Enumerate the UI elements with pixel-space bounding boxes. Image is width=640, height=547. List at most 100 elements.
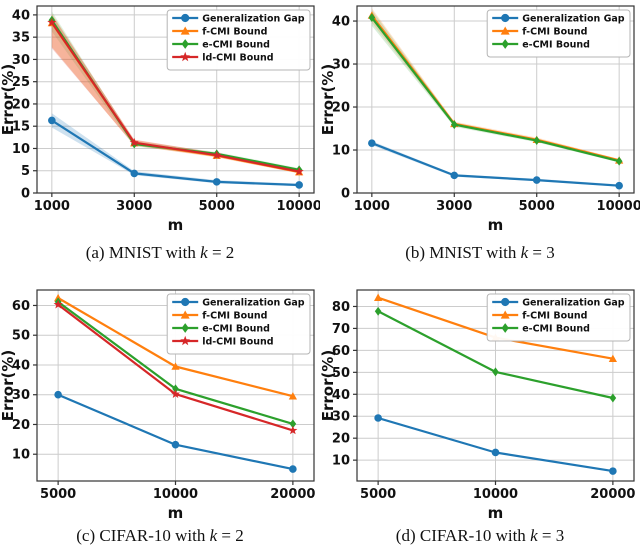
y-tick-label: 10 <box>12 142 30 157</box>
y-tick-label: 80 <box>332 300 350 315</box>
legend-entry: Generalization Gap <box>172 298 305 309</box>
x-tick-label: 10000 <box>277 199 320 214</box>
legend-entry: Generalization Gap <box>492 14 625 25</box>
series-markers <box>374 414 617 475</box>
tick-marks <box>353 305 614 485</box>
data-point-marker <box>609 467 617 475</box>
series-generalization-gap <box>54 390 297 473</box>
data-point-marker <box>295 181 303 189</box>
caption-text: (d) CIFAR-10 with <box>395 526 526 545</box>
caption-math-var: k <box>520 243 529 262</box>
legend-label: f-CMI Bound <box>202 27 267 38</box>
x-tick-label: 10000 <box>153 487 198 502</box>
x-axis-label: m <box>488 216 504 234</box>
legend-label: Generalization Gap <box>522 14 625 25</box>
x-tick-label: 20000 <box>590 487 635 502</box>
data-point-marker <box>615 181 623 190</box>
tick-marks <box>33 304 294 485</box>
legend-marker <box>180 335 191 346</box>
chart-c-canvas: 5000 10000 20000 10 20 30 40 50 60 m Error(%) Gener… <box>0 289 315 522</box>
y-axis-label: Error(%) <box>320 64 337 135</box>
legend-label: Generalization Gap <box>202 298 305 309</box>
y-tick-label: 40 <box>332 388 350 403</box>
caption-math-eq: = 2 <box>221 526 244 545</box>
legend-marker <box>181 39 189 49</box>
legend-label: e-CMI Bound <box>202 324 270 335</box>
error-band <box>371 141 620 187</box>
y-tick-label: 70 <box>332 322 350 337</box>
y-tick-label: 60 <box>332 344 350 359</box>
x-tick-label: 20000 <box>270 487 315 502</box>
chart-a-canvas: 1000 3000 5000 10000 0 5 10 15 20 25 30 35 40 m Error(… <box>0 5 320 234</box>
x-tick-label: 1000 <box>354 199 390 214</box>
caption-text: (a) MNIST with <box>85 243 196 262</box>
legend-marker <box>181 323 189 333</box>
x-tick-label: 5000 <box>360 487 396 502</box>
caption-math-var: k <box>530 526 538 545</box>
y-tick-label: 60 <box>12 299 30 314</box>
caption-math-var: k <box>200 243 208 262</box>
series-f-cmi-bound <box>54 293 297 400</box>
legend-label: ld-CMI Bound <box>202 337 273 348</box>
data-point-marker <box>450 120 458 130</box>
x-tick-label: 10000 <box>473 487 518 502</box>
x-tick-label: 5000 <box>40 487 76 502</box>
legend-label: f-CMI Bound <box>522 27 587 38</box>
y-tick-label: 20 <box>12 97 30 112</box>
caption-math-eq: = 3 <box>532 243 555 262</box>
data-point-marker <box>54 390 62 399</box>
legend-entry: e-CMI Bound <box>172 323 270 335</box>
legend-box <box>166 293 311 355</box>
subplot-c: 5000 10000 20000 10 20 30 40 50 60 m Error(%) Gener… <box>0 272 320 547</box>
legend-entry: f-CMI Bound <box>172 310 267 322</box>
caption-math-eq: = 2 <box>211 243 235 262</box>
legend-entry: ld-CMI Bound <box>172 335 274 348</box>
series-line <box>370 16 621 163</box>
legend-marker <box>501 39 509 49</box>
legend-label: e-CMI Bound <box>522 324 590 335</box>
x-tick-label: 3000 <box>436 199 472 214</box>
x-tick-label: 1000 <box>34 199 70 214</box>
x-tick-label: 5000 <box>519 199 555 214</box>
legend-marker <box>181 297 190 307</box>
y-tick-label: 40 <box>12 8 30 23</box>
data-point-marker <box>172 384 179 394</box>
data-point-marker <box>289 465 297 473</box>
legend-label: e-CMI Bound <box>202 40 270 51</box>
y-tick-label: 30 <box>332 58 350 73</box>
series-generalization-gap <box>368 139 623 190</box>
series-ld-cmi-bound <box>47 17 304 176</box>
x-tick-label: 3000 <box>116 199 152 214</box>
legend-label: f-CMI Bound <box>522 311 587 322</box>
y-tick-label: 15 <box>12 120 30 135</box>
data-point-marker <box>212 178 221 186</box>
axes-spines <box>36 5 315 194</box>
x-tick-label: 10000 <box>597 199 640 214</box>
series-markers <box>53 299 298 435</box>
data-point-marker <box>47 17 57 27</box>
y-tick-label: 40 <box>12 358 30 373</box>
data-point-marker <box>53 299 63 309</box>
y-tick-label: 0 <box>21 187 30 202</box>
legend-label: f-CMI Bound <box>202 311 267 322</box>
tick-marks <box>353 20 620 197</box>
x-axis-label: m <box>168 216 184 234</box>
chart-d-canvas: 5000 10000 20000 10 20 30 40 50 60 70 80 m Error(%) G… <box>320 289 635 522</box>
data-point-marker <box>212 150 222 160</box>
legend: Generalization Gap f-CMI Bound e-CMI Bound… <box>166 9 311 71</box>
caption-math-eq: = 3 <box>541 526 565 545</box>
y-tick-label: 40 <box>332 15 350 30</box>
subplot-d: 5000 10000 20000 10 20 30 40 50 60 70 80 m Error(%) G… <box>320 272 640 547</box>
data-point-marker <box>368 139 376 147</box>
series-ld-cmi-bound <box>53 299 298 435</box>
legend-entry: e-CMI Bound <box>492 39 590 51</box>
series-markers <box>54 390 297 473</box>
x-tick-label: 5000 <box>199 199 235 214</box>
y-tick-label: 20 <box>12 418 30 433</box>
y-tick-label: 0 <box>341 187 350 202</box>
series-markers <box>368 139 623 190</box>
y-tick-label: 30 <box>12 53 30 68</box>
y-tick-label: 10 <box>12 448 30 463</box>
data-point-marker <box>288 392 297 400</box>
